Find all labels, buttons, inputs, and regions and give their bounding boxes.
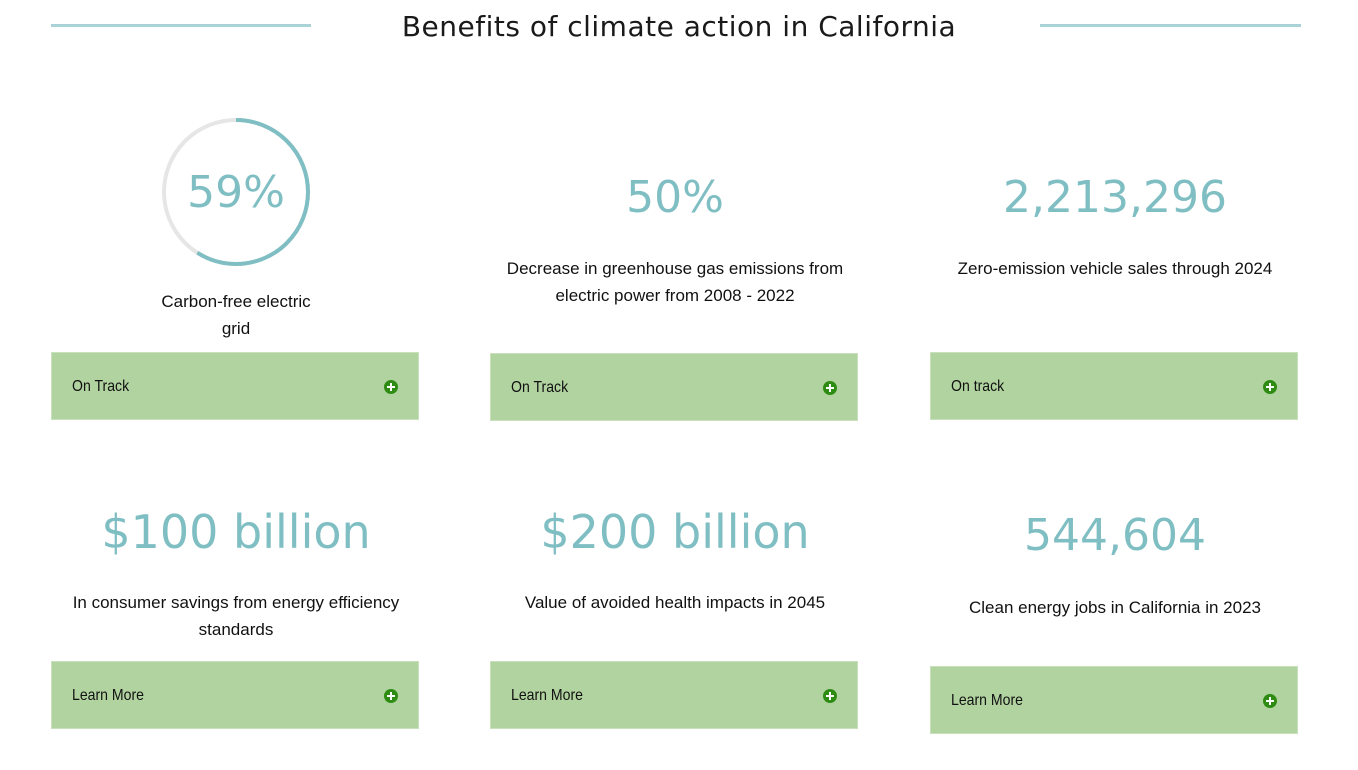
stat-description: Carbon-free electric grid (161, 292, 311, 338)
learn-more-button[interactable]: Learn More (490, 661, 858, 729)
stat-value: $100 billion (101, 505, 371, 559)
stat-description: Decrease in greenhouse gas emissions fro… (506, 259, 844, 305)
button-label: On Track (511, 379, 569, 396)
on-track-button[interactable]: On Track (51, 352, 419, 420)
stat-card-zev-sales: 2,213,296 Zero-emission vehicle sales th… (930, 0, 1300, 430)
stat-value: $200 billion (540, 505, 810, 559)
button-label: On track (951, 378, 1005, 395)
plus-circle-icon (384, 689, 398, 703)
plus-circle-icon (823, 381, 837, 395)
learn-more-button[interactable]: Learn More (930, 666, 1298, 734)
plus-circle-icon (1263, 380, 1277, 394)
stat-card-health-impacts: $200 billion Value of avoided health imp… (490, 0, 860, 770)
progress-ring (162, 118, 310, 266)
plus-circle-icon (384, 380, 398, 394)
stat-card-clean-energy-jobs: 544,604 Clean energy jobs in California … (930, 0, 1300, 770)
page-header: Benefits of climate action in California (0, 0, 1358, 60)
stat-value: 544,604 (1024, 510, 1206, 561)
stat-value: 50% (626, 172, 724, 223)
button-label: On Track (72, 378, 130, 395)
stat-description: Value of avoided health impacts in 2045 (524, 593, 826, 612)
button-label: Learn More (511, 687, 584, 704)
stat-value: 59% (187, 166, 285, 218)
stat-value: 2,213,296 (1003, 172, 1227, 223)
header-divider-left (51, 24, 311, 27)
stat-card-consumer-savings: $100 billion In consumer savings from en… (51, 0, 421, 770)
stat-description: Zero-emission vehicle sales through 2024 (957, 259, 1273, 278)
stat-description: In consumer savings from energy efficien… (72, 593, 400, 639)
page-title: Benefits of climate action in California (401, 10, 957, 43)
learn-more-button[interactable]: Learn More (51, 661, 419, 729)
stat-card-ghg-decrease: 50% Decrease in greenhouse gas emissions… (490, 0, 860, 430)
button-label: Learn More (951, 692, 1024, 709)
plus-circle-icon (823, 689, 837, 703)
button-label: Learn More (72, 687, 145, 704)
on-track-button[interactable]: On Track (490, 353, 858, 421)
header-divider-right (1040, 24, 1301, 27)
stat-card-carbon-free-grid: 59% Carbon-free electric grid On Track (51, 0, 421, 430)
stat-description: Clean energy jobs in California in 2023 (968, 598, 1261, 617)
plus-circle-icon (1263, 694, 1277, 708)
on-track-button[interactable]: On track (930, 352, 1298, 420)
